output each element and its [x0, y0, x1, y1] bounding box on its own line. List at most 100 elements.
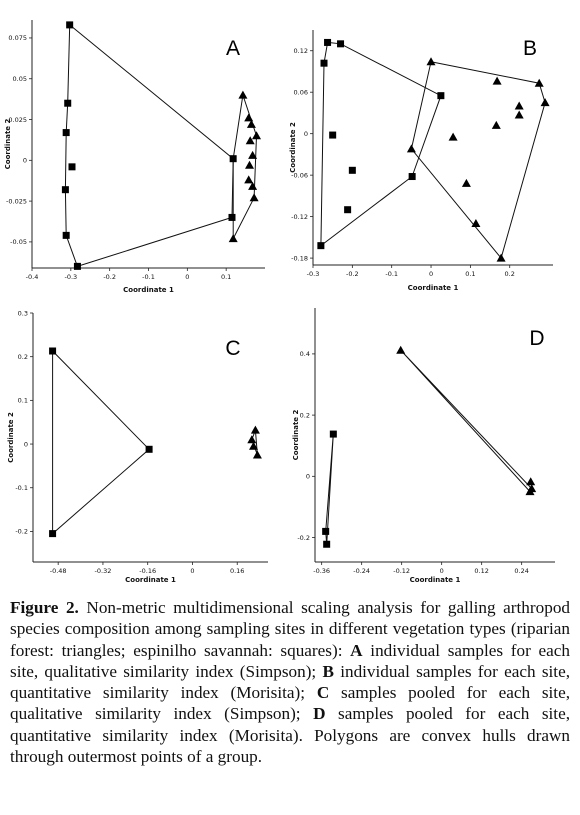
- x-tick-label: -0.4: [26, 273, 39, 281]
- panel-a: -0.4 -0.3 -0.2 -0.1 0 0.1 -0.05 -0.025 0 0.025 0.0…: [4, 20, 265, 294]
- panel-label: B: [523, 37, 537, 60]
- triangle-point: [248, 181, 258, 190]
- y-tick-label: 0: [304, 130, 308, 138]
- x-tick-label: 0.1: [465, 270, 475, 278]
- panel-d: -0.36 -0.24 -0.12 0 0.12 0.24 -0.2 0 0.2 0.4 Coord…: [292, 308, 555, 584]
- y-tick-label: -0.2: [15, 528, 28, 536]
- panel-c: -0.48 -0.32 -0.16 0 0.16 -0.2 -0.1 0 0.1 0.2 0.3 Co…: [7, 309, 268, 584]
- square-point: [73, 262, 81, 270]
- triangle-group-convex-hull: [232, 94, 258, 239]
- figure-caption: Figure 2. Non-metric multidimensional sc…: [10, 597, 570, 767]
- caption-panel-d-text: samples pooled for each site, quantitati…: [10, 704, 570, 767]
- caption-intro: Non-metric multidimensional scaling anal…: [10, 598, 571, 660]
- panel-label: D: [529, 327, 544, 350]
- triangle-point: [245, 160, 254, 169]
- square-point: [66, 21, 74, 29]
- triangle-point: [514, 101, 524, 110]
- triangle-point: [252, 450, 262, 459]
- triangle-point: [245, 136, 255, 145]
- triangle-point: [250, 425, 260, 434]
- caption-panel-c-label: C: [316, 683, 330, 703]
- panel-b: -0.3 -0.2 -0.1 0 0.1 0.2 -0.18 -0.12 -0.06 0 0.06 0…: [289, 30, 553, 292]
- x-tick-label: -0.3: [307, 270, 320, 278]
- x-tick-label: 0: [440, 567, 444, 575]
- caption-panel-b-label: B: [322, 661, 334, 681]
- square-point: [49, 347, 57, 355]
- x-tick-label: -0.12: [393, 567, 410, 575]
- y-tick-label: 0.2: [300, 411, 310, 419]
- y-axis-title: Coordinate 2: [292, 410, 300, 461]
- figure-panels: -0.4 -0.3 -0.2 -0.1 0 0.1 -0.05 -0.025 0 0.025 0.0…: [4, 20, 555, 584]
- triangle-point: [534, 78, 544, 87]
- y-tick-label: 0: [23, 157, 27, 165]
- triangle-point: [471, 219, 481, 227]
- square-point: [68, 163, 76, 171]
- square-point: [145, 445, 153, 453]
- panel-label: C: [225, 337, 240, 360]
- x-tick-label: -0.32: [95, 567, 112, 575]
- x-tick-label: -0.2: [103, 273, 116, 281]
- y-tick-label: 0.12: [294, 47, 308, 55]
- x-axis-title: Coordinate 1: [123, 286, 174, 294]
- square-point: [329, 430, 337, 438]
- triangle-point: [247, 435, 257, 444]
- square-point: [348, 166, 356, 174]
- y-tick-label: -0.12: [291, 213, 308, 221]
- caption-panel-c-text: samples pooled for each site, qualitativ…: [10, 683, 570, 724]
- y-tick-label: 0.2: [18, 353, 28, 361]
- y-tick-label: 0.1: [18, 397, 28, 405]
- triangle-group-convex-hull: [410, 61, 546, 260]
- square-point: [322, 527, 330, 535]
- triangle-point: [244, 175, 254, 184]
- x-tick-label: -0.1: [385, 270, 398, 278]
- square-point: [49, 530, 57, 538]
- square-point: [337, 40, 345, 48]
- triangle-point: [526, 477, 536, 486]
- triangle-point: [252, 131, 261, 140]
- triangle-point: [492, 76, 502, 85]
- x-tick-label: 0.12: [474, 567, 488, 575]
- square-point: [437, 92, 445, 100]
- square-point: [408, 173, 416, 181]
- triangle-point: [228, 234, 238, 243]
- triangle-point: [540, 98, 550, 107]
- square-point: [320, 59, 328, 67]
- triangle-point: [491, 120, 501, 129]
- triangle-point: [246, 119, 256, 128]
- triangle-point: [396, 345, 406, 354]
- y-tick-label: -0.2: [297, 534, 310, 542]
- triangle-point: [496, 253, 506, 262]
- x-axis-title: Coordinate 1: [410, 576, 461, 584]
- caption-panel-d-label: D: [313, 704, 326, 724]
- y-tick-label: 0.3: [18, 309, 28, 317]
- square-point: [317, 242, 325, 250]
- triangle-point: [249, 193, 259, 202]
- x-tick-label: 0.2: [505, 270, 515, 278]
- triangle-group-convex-hull: [400, 349, 533, 493]
- caption-figure-label: Figure 2.: [10, 598, 79, 617]
- y-tick-label: 0.06: [294, 89, 308, 97]
- x-tick-label: -0.16: [139, 567, 156, 575]
- triangle-point: [244, 113, 254, 122]
- x-tick-label: 0: [190, 567, 194, 575]
- square-point: [62, 129, 70, 137]
- square-point: [229, 155, 237, 163]
- caption-panel-b-text: individual samples for each site, quanti…: [10, 661, 570, 703]
- x-tick-label: -0.3: [64, 273, 77, 281]
- x-tick-label: -0.48: [50, 567, 67, 575]
- y-axis-title: Coordinate 2: [7, 412, 15, 463]
- square-point: [329, 131, 337, 139]
- square-group-convex-hull: [64, 23, 234, 268]
- y-tick-label: -0.06: [291, 171, 308, 179]
- x-tick-label: 0.24: [514, 567, 528, 575]
- x-tick-label: -0.1: [142, 273, 155, 281]
- y-tick-label: -0.1: [15, 484, 28, 492]
- square-point: [324, 38, 332, 46]
- x-tick-label: -0.36: [313, 567, 330, 575]
- triangle-point: [448, 132, 458, 141]
- triangle-point: [525, 487, 535, 496]
- y-tick-label: 0.05: [13, 75, 27, 83]
- x-tick-label: 0: [185, 273, 189, 281]
- y-tick-label: 0: [306, 473, 310, 481]
- triangle-point: [426, 57, 436, 66]
